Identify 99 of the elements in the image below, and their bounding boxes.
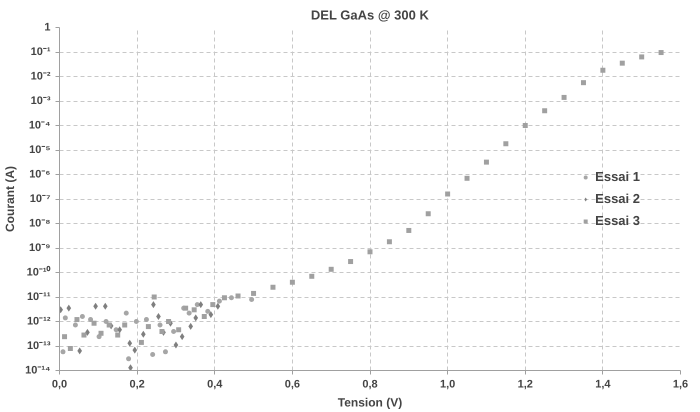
chart-title: DEL GaAs @ 300 K [310,8,430,22]
point [562,94,567,100]
legend-label: Essai 3 [595,213,640,228]
legend-label: Essai 2 [595,191,640,206]
point [202,314,207,319]
point [81,332,86,338]
point [249,297,254,302]
point [406,228,412,233]
point [445,192,450,196]
point [503,141,508,146]
x-tick-label: 0,2 [129,378,145,390]
point [144,317,149,322]
point [600,68,606,73]
point [484,160,489,165]
point [222,295,227,300]
point [620,60,625,66]
point [128,364,133,370]
point [92,320,97,326]
point [186,310,192,316]
point [132,346,138,354]
point [72,322,78,328]
point [580,80,586,86]
point [639,54,644,60]
point [74,317,80,322]
point [150,352,156,357]
y-tick-label: 10⁻⁸ [29,218,51,230]
y-tick-label: 10⁻⁹ [29,242,51,254]
y-axis-title: Courant (A) [3,166,18,232]
point [193,314,198,322]
x-tick-label: 1,0 [440,378,456,390]
point [464,176,470,181]
y-tick-label: 10⁻¹⁰ [26,266,51,278]
x-tick-label: 0,8 [362,378,378,390]
point [522,123,528,128]
point [152,294,157,300]
point [542,108,548,114]
point [62,334,68,340]
point [104,319,109,324]
point [290,280,295,285]
point [122,322,128,328]
x-tick-label: 1,6 [672,378,688,390]
point [176,327,182,332]
x-tick-label: 0,0 [52,378,68,390]
point [228,295,234,300]
x-tick-label: 0,4 [207,378,224,390]
point [348,259,354,264]
point [62,315,68,320]
point [236,293,241,298]
x-tick-label: 1,4 [595,378,612,390]
y-tick-label: 10⁻⁴ [28,120,51,132]
point [134,319,139,324]
point [188,322,194,330]
x-tick-label: 1,2 [518,378,533,390]
point [270,284,276,290]
point [368,249,372,254]
point [156,313,161,320]
point [146,324,151,330]
point [60,349,66,354]
point [309,274,314,279]
y-tick-label: 10⁻¹¹ [26,291,51,303]
y-tick-label: 1 [44,22,51,34]
y-tick-label: 10⁻⁵ [29,144,51,156]
point [102,302,108,310]
point [138,340,144,345]
point [210,302,216,308]
point [192,307,197,312]
point [171,329,176,334]
y-tick-label: 10⁻¹³ [26,340,51,352]
point [386,239,392,244]
point [658,50,664,56]
x-tick-label: 0,6 [284,378,300,390]
point [115,332,120,338]
point [158,322,163,328]
point [127,340,132,347]
point [98,330,104,336]
point [162,349,168,354]
point [80,314,85,319]
point [124,310,129,316]
point [66,304,72,312]
x-axis-title: Tension (V) [338,396,402,410]
y-tick-label: 10⁻¹⁴ [25,364,51,376]
y-tick-label: 10⁻⁶ [29,168,51,180]
point [126,356,132,362]
point [216,298,222,304]
y-tick-label: 10⁻¹² [26,316,51,328]
point [328,266,334,272]
y-tick-label: 10⁻¹ [30,46,51,58]
point [166,319,172,324]
point [251,290,256,296]
point [77,347,82,354]
y-tick-label: 10⁻² [30,70,51,82]
y-tick-label: 10⁻³ [30,95,51,107]
y-tick-label: 10⁻⁷ [30,193,51,205]
legend-label: Essai 1 [595,169,640,184]
point [198,301,204,308]
point [68,346,73,352]
point [426,211,431,216]
point [205,308,210,314]
point [88,317,94,322]
